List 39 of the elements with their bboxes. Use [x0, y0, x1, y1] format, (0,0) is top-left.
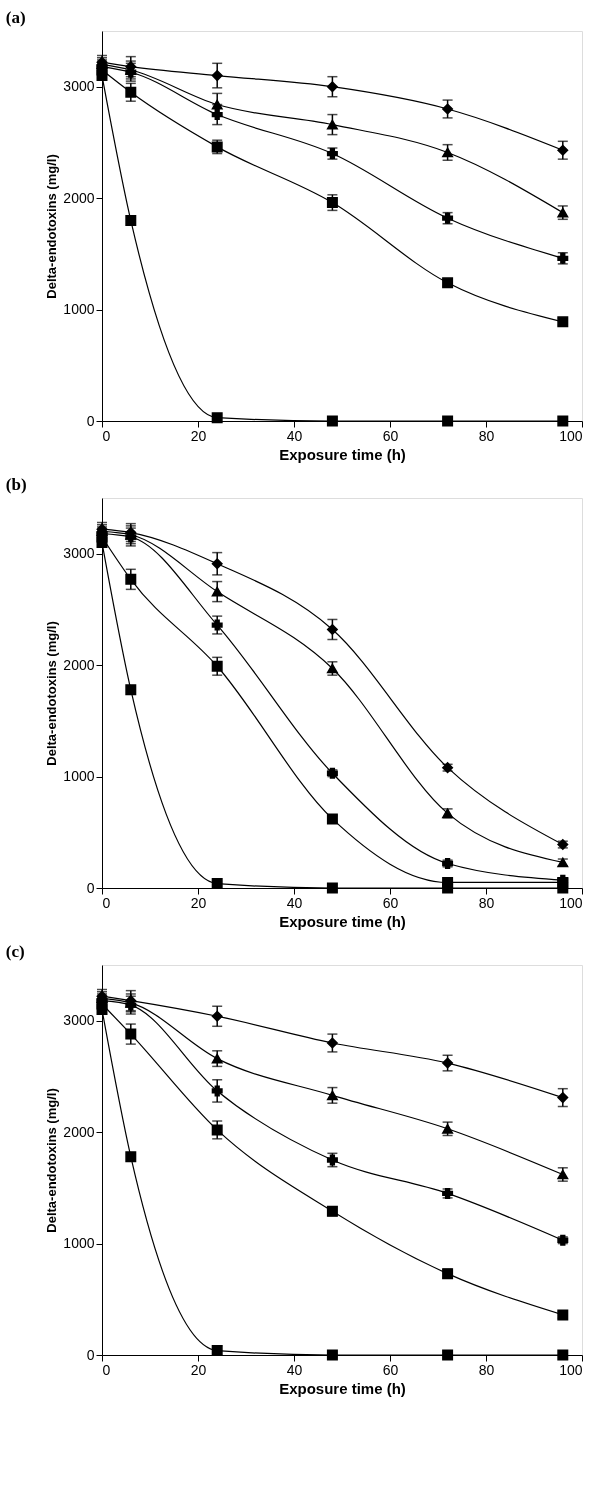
y-tick-label: 0 [86, 879, 95, 896]
x-tick-label: 40 [286, 427, 303, 444]
y-tick-label: 3000 [63, 78, 95, 95]
x-axis-title: Exposure time (h) [279, 912, 406, 930]
y-tick-label: 0 [86, 412, 95, 429]
x-axis-title: Exposure time (h) [279, 445, 406, 463]
chart-title: (c) [5, 942, 25, 961]
y-tick-label: 1000 [63, 768, 95, 785]
chart-title: (a) [5, 8, 26, 27]
y-tick-label: 2000 [63, 189, 95, 206]
x-tick-label: 0 [102, 894, 111, 911]
chart-title: (b) [5, 475, 27, 494]
x-tick-label: 80 [478, 894, 495, 911]
x-tick-label: 100 [559, 1361, 583, 1378]
y-tick-label: 2000 [63, 1123, 95, 1140]
x-tick-label: 80 [478, 427, 495, 444]
y-tick-label: 2000 [63, 656, 95, 673]
x-tick-label: 100 [559, 894, 583, 911]
y-axis-title: Delta-endotoxins (mg/l) [44, 154, 60, 299]
x-tick-label: 100 [559, 427, 583, 444]
x-tick-label: 0 [102, 427, 111, 444]
x-tick-label: 60 [382, 894, 399, 911]
x-tick-label: 60 [382, 427, 399, 444]
x-tick-label: 40 [286, 894, 303, 911]
y-tick-label: 0 [86, 1346, 95, 1363]
x-tick-label: 40 [286, 1361, 303, 1378]
y-tick-label: 1000 [63, 301, 95, 318]
y-tick-label: 3000 [63, 545, 95, 562]
y-tick-label: 1000 [63, 1235, 95, 1252]
x-tick-label: 80 [478, 1361, 495, 1378]
y-axis-title: Delta-endotoxins (mg/l) [44, 1088, 60, 1233]
y-axis-title: Delta-endotoxins (mg/l) [44, 621, 60, 766]
x-tick-label: 20 [190, 427, 207, 444]
x-axis-title: Exposure time (h) [279, 1379, 406, 1397]
x-tick-label: 20 [190, 1361, 207, 1378]
x-tick-label: 60 [382, 1361, 399, 1378]
x-tick-label: 20 [190, 894, 207, 911]
y-tick-label: 3000 [63, 1012, 95, 1029]
x-tick-label: 0 [102, 1361, 111, 1378]
